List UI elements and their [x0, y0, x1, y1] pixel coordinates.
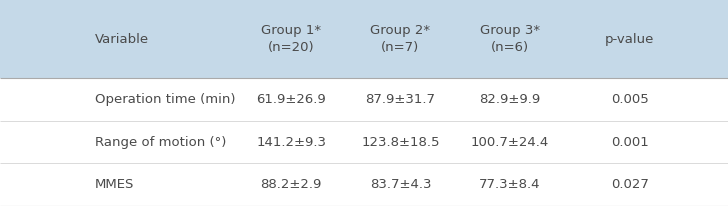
Text: Group 3*
(n=6): Group 3* (n=6): [480, 24, 539, 54]
Text: 83.7±4.3: 83.7±4.3: [370, 178, 431, 191]
Text: 141.2±9.3: 141.2±9.3: [256, 136, 326, 149]
Text: 87.9±31.7: 87.9±31.7: [365, 93, 435, 106]
Text: 0.005: 0.005: [611, 93, 649, 106]
Text: Group 1*
(n=20): Group 1* (n=20): [261, 24, 321, 54]
Text: 0.027: 0.027: [611, 178, 649, 191]
Bar: [0, 0, 728, 78]
Text: 82.9±9.9: 82.9±9.9: [479, 93, 540, 106]
Text: 61.9±26.9: 61.9±26.9: [256, 93, 326, 106]
Text: MMES: MMES: [95, 178, 134, 191]
Text: Variable: Variable: [95, 33, 149, 46]
Text: p-value: p-value: [605, 33, 654, 46]
Text: Range of motion (°): Range of motion (°): [95, 136, 226, 149]
Text: 88.2±2.9: 88.2±2.9: [261, 178, 322, 191]
Text: 100.7±24.4: 100.7±24.4: [470, 136, 549, 149]
Text: 123.8±18.5: 123.8±18.5: [361, 136, 440, 149]
Text: 0.001: 0.001: [611, 136, 649, 149]
Text: 77.3±8.4: 77.3±8.4: [479, 178, 540, 191]
Text: Operation time (min): Operation time (min): [95, 93, 235, 106]
Text: Group 2*
(n=7): Group 2* (n=7): [371, 24, 430, 54]
